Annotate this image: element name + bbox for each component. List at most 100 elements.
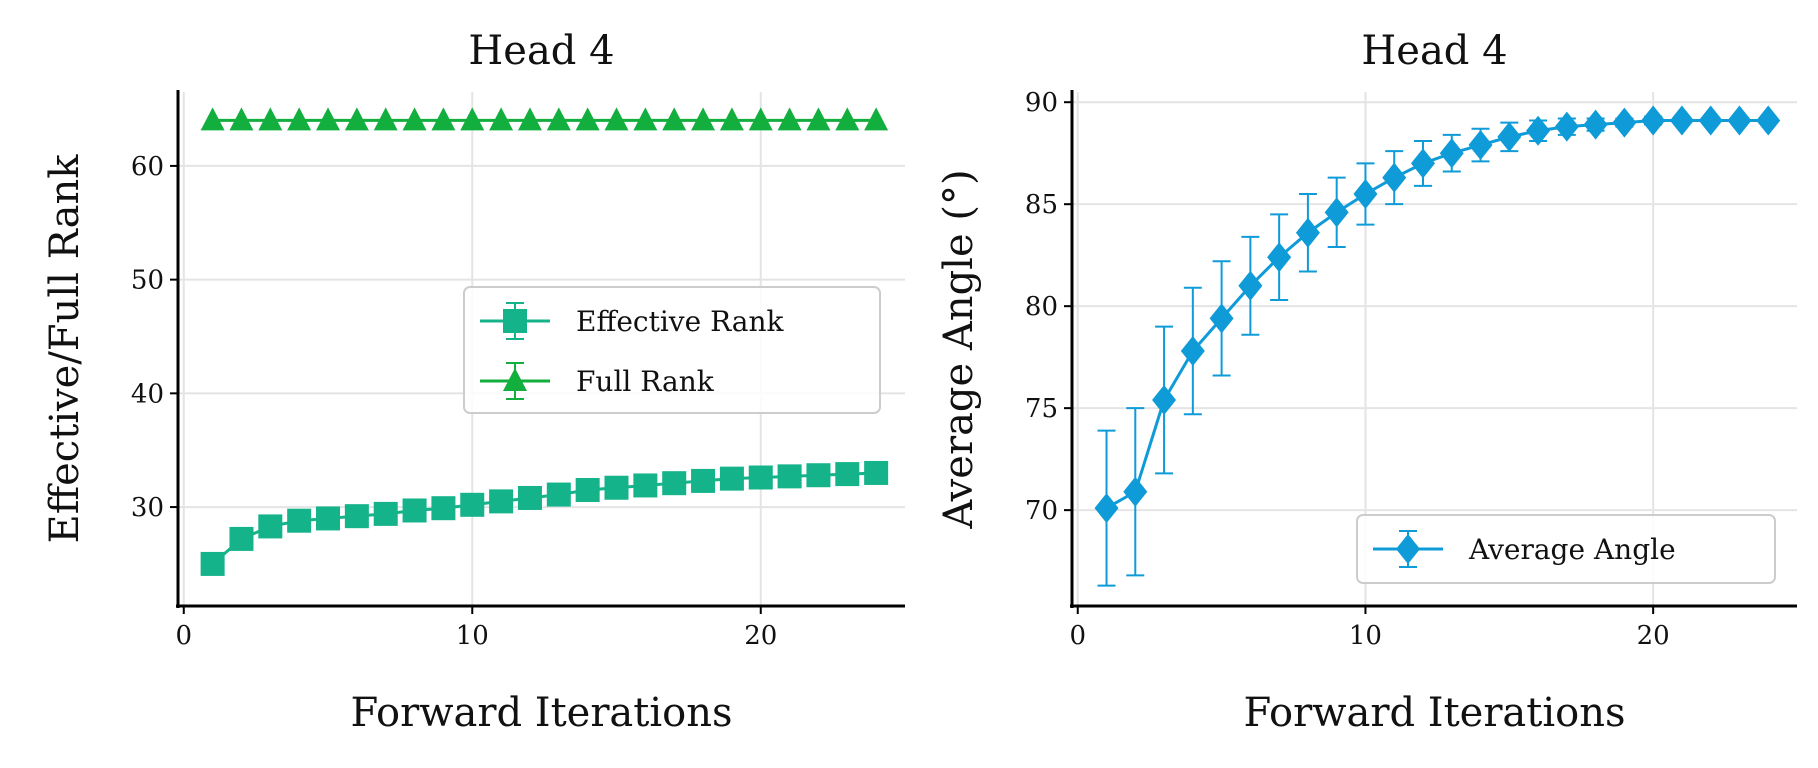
- data-point: [546, 107, 571, 131]
- data-point: [1353, 178, 1378, 209]
- chart-effective-rank: 0 10 20 30 40 50 60 Head 4 Forward Iterations Eff…: [42, 28, 905, 736]
- data-point: [835, 462, 860, 487]
- chart-title: Head 4: [468, 28, 614, 74]
- series-0: [1094, 105, 1781, 587]
- data-point: [229, 107, 254, 131]
- legend-marker: [503, 368, 527, 391]
- data-point: [777, 107, 802, 131]
- x-tick-label: 0: [1069, 621, 1086, 651]
- data-point: [316, 506, 341, 531]
- data-point: [517, 485, 542, 510]
- x-tick-label: 20: [1637, 621, 1670, 651]
- data-point: [258, 514, 283, 539]
- y-tick-label: 90: [1025, 88, 1058, 118]
- data-point: [431, 496, 456, 521]
- data-point: [1612, 107, 1637, 138]
- legend-label: Effective Rank: [576, 305, 785, 338]
- y-axis-label: Average Angle (°): [936, 169, 982, 529]
- data-point: [1152, 384, 1177, 415]
- y-tick-label: 80: [1025, 292, 1058, 322]
- y-axis-label: Effective/Full Rank: [42, 154, 88, 544]
- data-point: [1123, 476, 1148, 507]
- data-point: [258, 107, 283, 131]
- y-tick-label: 50: [131, 266, 164, 296]
- y-tick-label: 70: [1025, 496, 1058, 526]
- x-tick-label: 0: [175, 621, 192, 651]
- series-1: [200, 107, 889, 131]
- data-point: [517, 107, 542, 131]
- series-line: [1105, 119, 1769, 510]
- data-point: [1756, 105, 1781, 136]
- chart-title: Head 4: [1361, 28, 1507, 74]
- chart-average-angle: 0 10 20 70 75 80 85 90 Head 4 Forward Iterations A…: [936, 28, 1797, 736]
- data-point: [1641, 105, 1666, 136]
- data-point: [719, 466, 744, 491]
- data-point: [1698, 105, 1723, 136]
- legend-marker: [503, 309, 527, 333]
- data-point: [402, 107, 427, 131]
- y-tick-label: 60: [131, 152, 164, 182]
- data-point: [1267, 242, 1292, 273]
- legend: Average Angle: [1356, 514, 1776, 584]
- legend: Effective Rank Full Rank: [463, 286, 881, 414]
- data-point: [691, 468, 716, 493]
- data-point: [604, 107, 629, 131]
- data-point: [1727, 105, 1752, 136]
- legend-entry: Average Angle: [1373, 530, 1676, 568]
- data-point: [1439, 138, 1464, 169]
- data-point: [1295, 217, 1320, 248]
- data-point: [662, 471, 687, 496]
- data-point: [200, 551, 225, 576]
- data-point: [1382, 162, 1407, 193]
- data-point: [1669, 105, 1694, 136]
- data-point: [1554, 111, 1579, 142]
- data-point: [431, 107, 456, 131]
- data-point: [373, 501, 398, 526]
- data-point: [633, 107, 658, 131]
- data-point: [1094, 493, 1119, 524]
- data-point: [489, 489, 514, 514]
- legend-box: [1356, 514, 1776, 584]
- data-point: [1583, 109, 1608, 140]
- data-point: [691, 107, 716, 131]
- data-point: [1497, 121, 1522, 152]
- data-point: [1209, 303, 1234, 334]
- y-tick-label: 85: [1025, 190, 1058, 220]
- data-point: [344, 107, 369, 131]
- legend-entry: Full Rank: [480, 362, 715, 400]
- data-point: [229, 526, 254, 551]
- data-point: [662, 107, 687, 131]
- series-line: [211, 471, 877, 566]
- data-point: [1324, 197, 1349, 228]
- data-point: [1238, 270, 1263, 301]
- data-point: [287, 107, 312, 131]
- data-point: [575, 478, 600, 503]
- data-point: [200, 107, 225, 131]
- x-tick-label: 10: [1349, 621, 1382, 651]
- legend-entry: Effective Rank: [480, 302, 785, 340]
- y-tick-label: 40: [131, 379, 164, 409]
- x-axis-label: Forward Iterations: [350, 690, 732, 736]
- data-point: [344, 504, 369, 529]
- legend-box: [463, 286, 881, 414]
- data-point: [489, 107, 514, 131]
- data-point: [806, 107, 831, 131]
- y-tick-label: 30: [131, 493, 164, 523]
- legend-marker: [1396, 534, 1420, 564]
- x-tick-label: 10: [456, 621, 489, 651]
- data-point: [777, 464, 802, 489]
- data-point: [806, 463, 831, 488]
- x-tick-label: 20: [744, 621, 777, 651]
- data-point: [748, 107, 773, 131]
- data-point: [546, 482, 571, 507]
- series-0: [200, 460, 889, 576]
- data-point: [864, 460, 889, 485]
- data-point: [1526, 115, 1551, 146]
- legend-label: Average Angle: [1468, 533, 1676, 566]
- data-point: [1410, 148, 1435, 179]
- data-point: [633, 473, 658, 498]
- data-point: [575, 107, 600, 131]
- data-point: [835, 107, 860, 131]
- data-point: [719, 107, 744, 131]
